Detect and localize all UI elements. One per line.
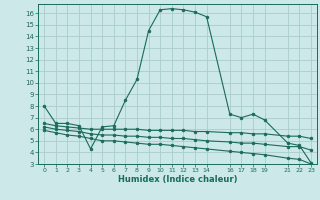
X-axis label: Humidex (Indice chaleur): Humidex (Indice chaleur) — [118, 175, 237, 184]
